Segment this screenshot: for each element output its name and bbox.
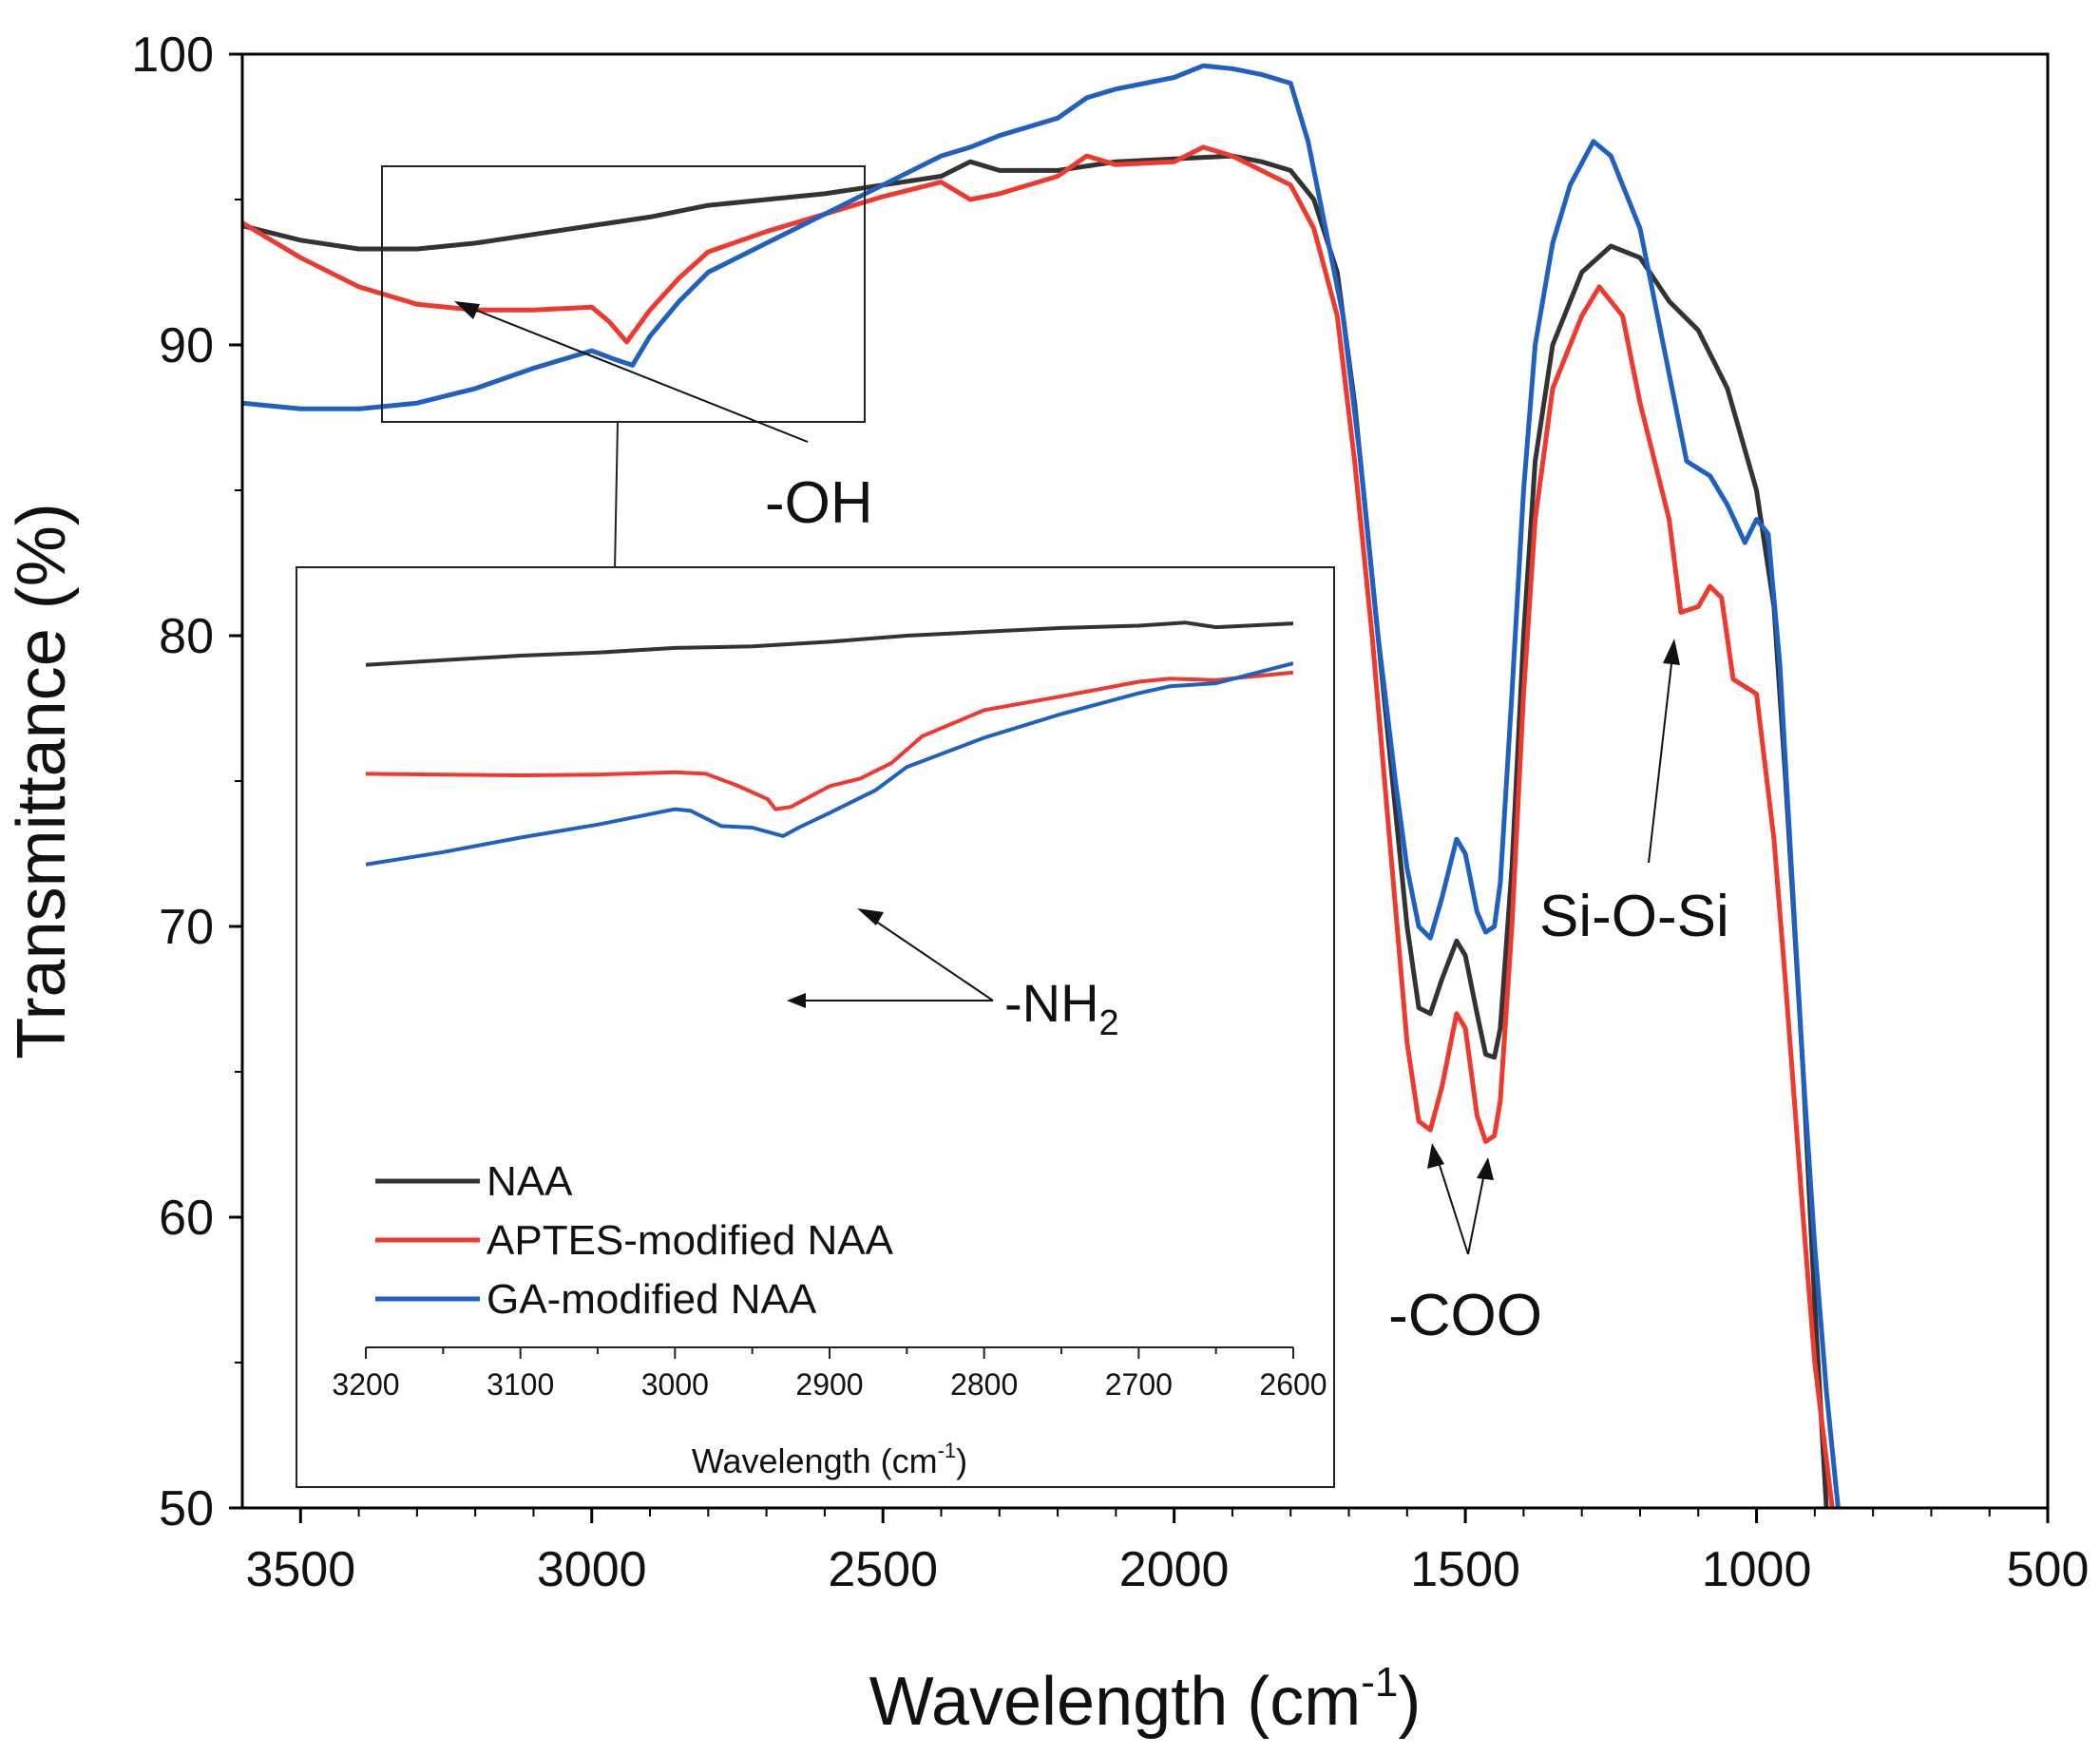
inset-series-ga-modified-naa [366, 661, 1293, 867]
x-tick-label: 1000 [1702, 1542, 1812, 1597]
y-tick-label: 50 [159, 1481, 214, 1536]
inset-x-tick-label: 2800 [950, 1367, 1018, 1402]
inset-x-tick-label: 2900 [795, 1367, 863, 1402]
inset-x-tick-label: 2600 [1259, 1367, 1327, 1402]
main-series-naa [242, 153, 1829, 1508]
legend-label: GA-modified NAA [487, 1276, 817, 1323]
x-tick-label: 3500 [245, 1542, 355, 1597]
x-tick-label: 2500 [828, 1542, 938, 1597]
coo-arrow-head-right [1477, 1157, 1494, 1180]
siosi-annotation: Si-O-Si [1539, 639, 1729, 949]
legend-item-naa: NAA [375, 1158, 573, 1205]
main-plot-series [242, 63, 1841, 1508]
x-tick-label: 3000 [537, 1542, 647, 1597]
zoom-region-box [381, 165, 866, 423]
siosi-arrow-line [1648, 655, 1673, 864]
inset-x-tick-label: 3200 [332, 1367, 399, 1402]
main-x-axis-title: Wavelength (cm-1) [869, 1659, 1422, 1740]
legend: NAA APTES-modified NAA GA-modified NAA [375, 1158, 894, 1323]
inset-series-aptes-modified-naa [366, 670, 1293, 811]
inset-x-tick-label: 2700 [1105, 1367, 1173, 1402]
inset-series-naa [366, 620, 1293, 667]
y-tick-label: 70 [159, 900, 214, 955]
zoom-connector-line [614, 421, 619, 571]
y-tick-label: 100 [131, 28, 214, 83]
main-series-aptes-modified-naa [242, 144, 1835, 1508]
nh2-annotation: -NH2 [787, 908, 1119, 1043]
main-series-ga-modified-naa [242, 63, 1841, 1508]
y-tick-label: 60 [159, 1191, 214, 1246]
x-tick-label: 2000 [1119, 1542, 1230, 1597]
nh2-arrow-head-lower [787, 993, 806, 1008]
nh2-label: -NH2 [1004, 973, 1119, 1043]
main-y-axis-title: Transmittance (%) [4, 503, 80, 1059]
coo-arrow-head-left [1427, 1143, 1444, 1169]
oh-label: -OH [765, 470, 873, 536]
inset-x-axis-title: Wavelength (cm-1) [692, 1439, 967, 1480]
x-tick-label: 1500 [1410, 1542, 1520, 1597]
legend-label: NAA [487, 1158, 573, 1205]
legend-item-ga-modified-naa: GA-modified NAA [375, 1276, 817, 1323]
oh-annotation: -OH [454, 301, 873, 536]
coo-annotation: -COO [1388, 1143, 1542, 1348]
inset-x-tick-label: 3100 [487, 1367, 554, 1402]
oh-arrow-head [454, 301, 480, 319]
y-tick-label: 80 [159, 609, 214, 664]
y-tick-label: 90 [159, 318, 214, 373]
oh-arrow-line [465, 305, 809, 443]
inset-panel [296, 566, 1335, 1488]
inset-x-tick-label: 3000 [641, 1367, 709, 1402]
nh2-arrow-head-upper [857, 908, 884, 925]
coo-label: -COO [1388, 1283, 1542, 1348]
x-tick-label: 500 [2007, 1542, 2090, 1597]
coo-arrow-line-left [1436, 1155, 1469, 1255]
inset-axis-ticks: 3200 3100 3000 2900 2800 2700 2600 [332, 1347, 1327, 1402]
main-axis-ticks: 3500 3000 2500 2000 1500 1000 500 50 60 70 80 90 100 [131, 28, 2089, 1597]
siosi-arrow-head [1663, 639, 1680, 665]
legend-item-aptes-modified-naa: APTES-modified NAA [375, 1217, 894, 1264]
legend-label: APTES-modified NAA [487, 1217, 894, 1264]
inset-plot-series [366, 620, 1293, 867]
coo-arrow-line-right [1467, 1168, 1486, 1255]
siosi-label: Si-O-Si [1539, 884, 1729, 949]
nh2-arrow-line-upper [866, 914, 994, 1001]
